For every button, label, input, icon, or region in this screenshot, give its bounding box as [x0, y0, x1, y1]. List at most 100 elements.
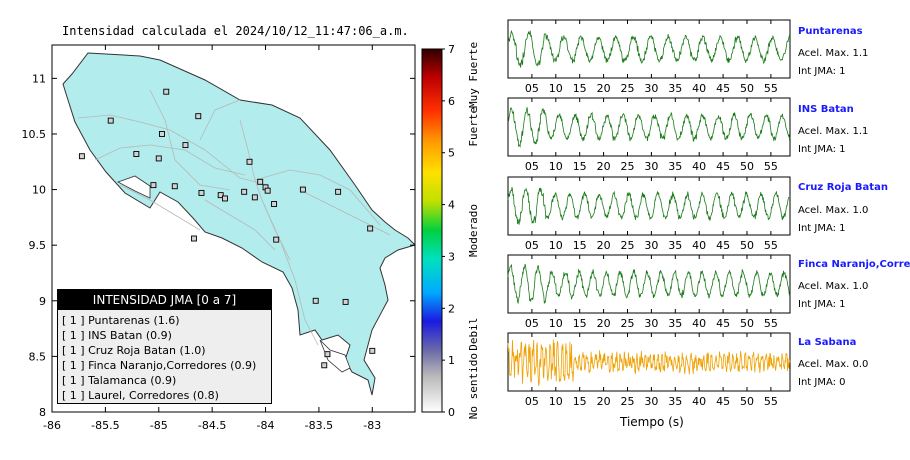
- time-tick-label: 15: [573, 82, 587, 95]
- legend-row: [ 1 ] Puntarenas (1.6): [62, 314, 180, 327]
- colorbar-tick-label: 2: [448, 302, 455, 315]
- time-tick-label: 10: [549, 395, 563, 408]
- time-tick-label: 30: [644, 317, 658, 330]
- colorbar-tick-label: 5: [448, 147, 455, 160]
- road-line: [199, 99, 241, 141]
- waveform-trace: [507, 187, 791, 225]
- station-marker: [133, 151, 140, 157]
- station-accel: Acel. Max. 1.0: [798, 281, 869, 292]
- intensity-legend: INTENSIDAD JMA [0 a 7] [ 1 ] Puntarenas …: [57, 289, 272, 404]
- road-line: [119, 184, 201, 231]
- time-tick-label: 05: [525, 395, 539, 408]
- time-tick-label: 35: [668, 160, 682, 173]
- station-marker: [217, 192, 224, 199]
- time-tick-label: 50: [740, 239, 754, 252]
- x-tick-label: -84.5: [198, 419, 226, 432]
- station-jma: Int JMA: 0: [798, 377, 846, 388]
- station-jma: Int JMA: 1: [798, 299, 846, 310]
- intensity-colorbar: [421, 48, 443, 413]
- time-tick-label: 55: [764, 82, 778, 95]
- time-tick-label: 20: [597, 160, 611, 173]
- waveform-panel: [507, 254, 791, 314]
- legend-row: [ 1 ] Cruz Roja Batan (1.0): [62, 344, 206, 357]
- time-tick-label: 05: [525, 239, 539, 252]
- station-marker: [195, 113, 202, 120]
- station-marker: [324, 351, 331, 358]
- map-land: [62, 52, 415, 396]
- time-tick-label: 45: [716, 239, 730, 252]
- station-marker: [321, 362, 328, 369]
- time-tick-label: 35: [668, 395, 682, 408]
- road-line: [94, 144, 246, 176]
- station-name: Finca Naranjo,Corredores: [798, 259, 910, 270]
- time-tick-label: 25: [620, 317, 634, 330]
- x-tick-label: -85: [150, 419, 168, 432]
- time-tick-label: 40: [692, 395, 706, 408]
- time-tick-label: 25: [620, 160, 634, 173]
- time-tick-label: 25: [620, 395, 634, 408]
- station-marker: [198, 189, 205, 196]
- time-tick-label: 40: [692, 317, 706, 330]
- station-name: INS Batan: [798, 104, 854, 115]
- station-marker: [257, 178, 264, 185]
- time-tick-label: 35: [668, 317, 682, 330]
- y-tick-label: 10.5: [22, 128, 47, 141]
- time-tick-label: 05: [525, 317, 539, 330]
- station-jma: Int JMA: 1: [798, 223, 846, 234]
- time-tick-label: 45: [716, 160, 730, 173]
- station-accel: Acel. Max. 0.0: [798, 359, 869, 370]
- legend-title: INTENSIDAD JMA [0 a 7]: [58, 290, 271, 310]
- time-tick-label: 30: [644, 160, 658, 173]
- station-marker: [191, 235, 197, 242]
- time-tick-label: 10: [549, 317, 563, 330]
- time-tick-label: 05: [525, 82, 539, 95]
- station-marker: [78, 153, 85, 160]
- waveform-trace: [507, 107, 791, 148]
- station-name: Cruz Roja Batan: [798, 182, 888, 193]
- station-marker: [182, 142, 189, 149]
- time-tick-label: 50: [740, 82, 754, 95]
- time-tick-label: 55: [764, 160, 778, 173]
- y-tick-label: 9: [39, 295, 46, 308]
- time-tick-label: 25: [620, 82, 634, 95]
- road-line: [254, 169, 381, 226]
- y-tick-label: 8.5: [29, 350, 47, 363]
- road-line: [149, 89, 231, 191]
- station-name: Puntarenas: [798, 26, 863, 37]
- golfo-dulce: [319, 339, 351, 373]
- station-marker: [241, 188, 248, 195]
- legend-row: [ 1 ] Talamanca (0.9): [62, 374, 177, 387]
- time-tick-label: 40: [692, 239, 706, 252]
- colorbar-category-label: No sentido: [467, 353, 480, 419]
- y-tick-label: 11: [32, 72, 46, 85]
- station-accel: Acel. Max. 1.0: [798, 205, 869, 216]
- time-tick-label: 50: [740, 317, 754, 330]
- x-tick-label: -86: [43, 419, 61, 432]
- x-tick-label: -85.5: [91, 419, 119, 432]
- colorbar-tick-label: 0: [448, 406, 455, 419]
- time-tick-label: 20: [597, 82, 611, 95]
- station-accel: Acel. Max. 1.1: [798, 48, 869, 59]
- road-line: [261, 199, 319, 346]
- colorbar-tick-label: 3: [448, 250, 455, 263]
- waveform-trace: [507, 263, 791, 305]
- time-tick-label: 15: [573, 395, 587, 408]
- time-tick-label: 40: [692, 160, 706, 173]
- map-title: Intensidad calculada el 2024/10/12_11:47…: [62, 24, 409, 38]
- x-tick-label: -83.5: [305, 419, 333, 432]
- station-marker: [335, 188, 342, 195]
- waveform-trace: [507, 339, 791, 386]
- time-tick-label: 45: [716, 395, 730, 408]
- y-tick-label: 8: [39, 406, 46, 419]
- time-tick-label: 45: [716, 82, 730, 95]
- nicoya-gulf: [117, 175, 151, 199]
- waveform-trace: [507, 29, 791, 68]
- time-tick-label: 15: [573, 317, 587, 330]
- time-tick-label: 40: [692, 82, 706, 95]
- station-accel: Acel. Max. 1.1: [798, 126, 869, 137]
- x-tick-label: -84: [257, 419, 275, 432]
- time-tick-label: 50: [740, 395, 754, 408]
- y-tick-label: 10: [32, 184, 46, 197]
- station-marker: [342, 298, 349, 305]
